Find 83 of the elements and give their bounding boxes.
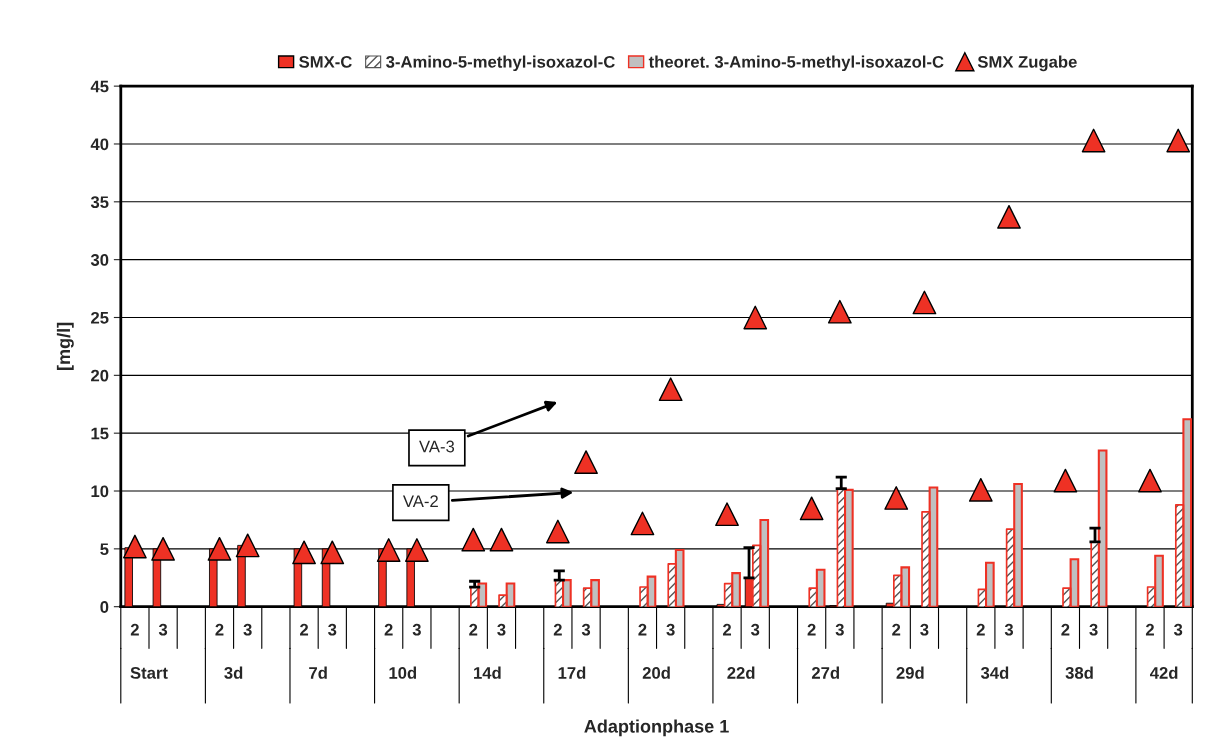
text: Start <box>130 667 168 679</box>
point <box>968 477 993 502</box>
legend-label: SMX-C <box>299 55 352 68</box>
point <box>376 538 401 562</box>
x-tick-label: 2 <box>807 623 816 636</box>
x-tick-label: 2 <box>638 623 647 636</box>
x-tick-label: 2 <box>130 623 139 636</box>
y-tick-label: 20 <box>91 369 109 382</box>
point <box>404 538 429 562</box>
point <box>997 204 1021 229</box>
x-axis-title: Adaptionphase 1 <box>584 719 729 737</box>
y-tick-label: 15 <box>91 427 109 440</box>
point <box>1166 128 1191 153</box>
x-tick-label: 2 <box>215 623 224 636</box>
y-tick-label: 35 <box>90 196 109 209</box>
point <box>884 486 909 510</box>
point <box>545 519 570 544</box>
x-tick-label: 3 <box>666 623 675 636</box>
x-tick-label: 3 <box>328 623 337 636</box>
x-tick-label: 2 <box>469 623 478 636</box>
text: 3d <box>224 666 243 679</box>
text: 42d <box>1149 666 1178 679</box>
y-tick-label: 40 <box>90 138 109 151</box>
x-tick-label: 2 <box>384 623 393 636</box>
point <box>207 536 232 561</box>
y-tick-label: 10 <box>91 485 109 498</box>
point <box>235 533 260 558</box>
text: 38d <box>1065 666 1093 679</box>
point <box>912 290 937 315</box>
y-tick-label: 25 <box>91 311 109 324</box>
x-tick-label: 2 <box>892 623 901 636</box>
point <box>630 511 655 536</box>
text: 14d <box>474 666 501 679</box>
text: 17d <box>558 666 586 679</box>
point <box>715 502 739 527</box>
x-tick-label: 2 <box>553 623 562 636</box>
x-tick-label: 3 <box>581 623 591 636</box>
legend-label: 3-Amino-5-methyl-isoxazol-C <box>386 55 615 72</box>
x-tick-label: 3 <box>1089 623 1098 636</box>
x-tick-label: 3 <box>920 623 929 636</box>
point <box>151 536 175 561</box>
point <box>1081 128 1106 153</box>
x-tick-label: 2 <box>976 623 985 636</box>
point <box>743 305 768 330</box>
y-tick-label: 5 <box>100 543 109 556</box>
point <box>827 299 852 324</box>
point <box>320 540 345 565</box>
x-tick-label: 2 <box>300 623 309 636</box>
x-tick-label: 3 <box>750 623 760 636</box>
point <box>489 527 514 552</box>
x-tick-label: 3 <box>1173 623 1183 636</box>
point <box>1053 468 1078 493</box>
annotation: VA-2 <box>402 495 438 507</box>
text: 29d <box>896 666 924 679</box>
x-tick-label: 3 <box>835 623 844 636</box>
y-axis-title: [mg/l] <box>56 322 74 370</box>
point <box>1138 468 1162 493</box>
x-tick-label: 3 <box>412 623 421 636</box>
point <box>123 534 147 559</box>
legend-label: theoret. 3-Amino-5-methyl-isoxazol-C <box>648 55 944 72</box>
x-tick-label: 2 <box>1145 623 1154 636</box>
point <box>461 527 486 552</box>
text: 34d <box>980 666 1009 679</box>
x-tick-label: 3 <box>243 623 252 636</box>
x-tick-label: 3 <box>1004 623 1014 636</box>
point <box>658 377 683 402</box>
point <box>799 496 824 521</box>
point <box>292 540 316 565</box>
text: 20d <box>642 666 670 679</box>
y-tick-label: 0 <box>100 601 109 613</box>
legend-label: SMX Zugabe <box>977 55 1077 72</box>
annotation: VA-3 <box>419 440 455 453</box>
y-tick-label: 30 <box>90 254 109 266</box>
text: 27d <box>811 666 839 679</box>
text: 22d <box>727 666 755 679</box>
y-tick-label: 45 <box>90 80 109 93</box>
x-tick-label: 2 <box>722 623 732 636</box>
text: 10d <box>389 666 417 679</box>
x-tick-label: 3 <box>158 623 168 636</box>
x-tick-label: 3 <box>497 623 506 636</box>
x-tick-label: 2 <box>1061 623 1070 636</box>
text: 7d <box>309 666 327 679</box>
point <box>574 450 598 474</box>
